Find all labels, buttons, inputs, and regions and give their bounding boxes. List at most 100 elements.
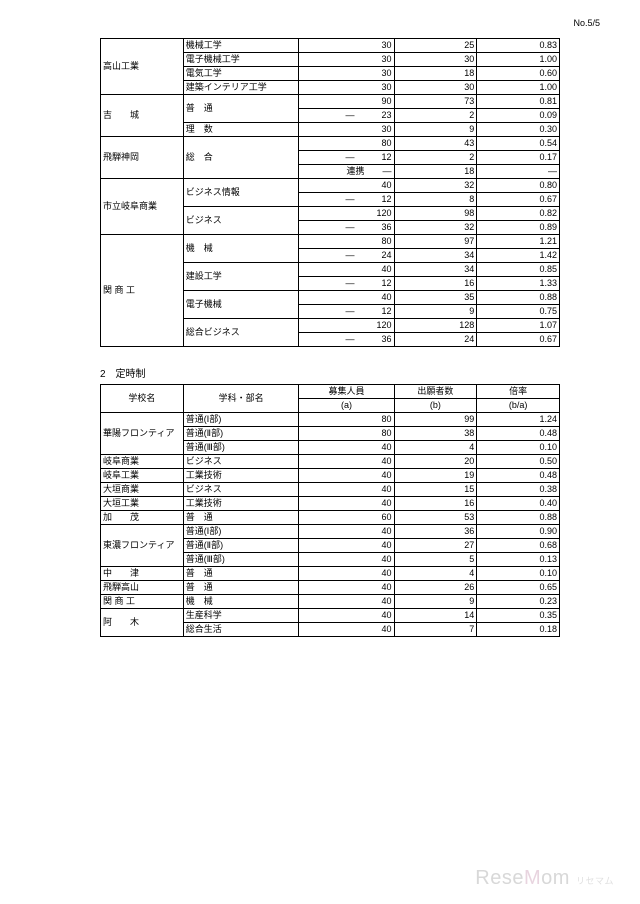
data-cell: 0.89 — [477, 221, 560, 235]
school-cell: 飛騨神岡 — [101, 137, 184, 179]
table-row: 岐阜商業ビジネス40200.50 — [101, 455, 560, 469]
data-cell: 0.75 — [477, 305, 560, 319]
school-cell: 飛騨高山 — [101, 581, 184, 595]
data-cell: ― 36 — [299, 221, 394, 235]
data-cell: 32 — [394, 221, 477, 235]
header-cell: 倍率 — [477, 385, 560, 399]
data-cell: 36 — [394, 525, 477, 539]
dept-cell: ビジネス — [183, 455, 299, 469]
data-cell: 40 — [299, 609, 394, 623]
school-cell: 大垣工業 — [101, 497, 184, 511]
school-cell: 岐阜工業 — [101, 469, 184, 483]
data-cell: 40 — [299, 497, 394, 511]
data-cell: 73 — [394, 95, 477, 109]
dept-cell: 機 械 — [183, 595, 299, 609]
data-cell: 0.88 — [477, 511, 560, 525]
data-cell: 0.83 — [477, 39, 560, 53]
dept-cell: 電子機械 — [183, 291, 299, 319]
data-cell: 0.18 — [477, 623, 560, 637]
data-cell: 0.68 — [477, 539, 560, 553]
data-cell: 1.00 — [477, 53, 560, 67]
table-row: 飛騨高山普 通40260.65 — [101, 581, 560, 595]
data-cell: 2 — [394, 109, 477, 123]
data-cell: 0.67 — [477, 333, 560, 347]
data-cell: 0.13 — [477, 553, 560, 567]
data-cell: 40 — [299, 539, 394, 553]
data-cell: 40 — [299, 553, 394, 567]
data-cell: 0.88 — [477, 291, 560, 305]
data-cell: 0.65 — [477, 581, 560, 595]
data-cell: 99 — [394, 413, 477, 427]
dept-cell: 建設工学 — [183, 263, 299, 291]
data-cell: 5 — [394, 553, 477, 567]
data-cell: 16 — [394, 277, 477, 291]
data-cell: 32 — [394, 179, 477, 193]
dept-cell: 普通(Ⅱ部) — [183, 539, 299, 553]
data-cell: 34 — [394, 263, 477, 277]
data-cell: ― 36 — [299, 333, 394, 347]
data-cell: 40 — [299, 595, 394, 609]
data-cell: ― 12 — [299, 151, 394, 165]
data-cell: 2 — [394, 151, 477, 165]
data-cell: 40 — [299, 179, 394, 193]
data-cell: 25 — [394, 39, 477, 53]
data-cell: ― — [477, 165, 560, 179]
data-cell: 1.00 — [477, 81, 560, 95]
data-cell: 14 — [394, 609, 477, 623]
table-row: 関 商 工機 械80971.21 — [101, 235, 560, 249]
data-cell: 15 — [394, 483, 477, 497]
header-cell: 募集人員 — [299, 385, 394, 399]
school-cell: 阿 木 — [101, 609, 184, 637]
data-cell: 80 — [299, 427, 394, 441]
dept-cell: 電子機械工学 — [183, 53, 299, 67]
dept-cell: 普通(Ⅰ部) — [183, 413, 299, 427]
data-cell: 40 — [299, 483, 394, 497]
data-cell: 80 — [299, 235, 394, 249]
data-cell: 18 — [394, 67, 477, 81]
dept-cell: 機械工学 — [183, 39, 299, 53]
data-cell: 30 — [299, 67, 394, 81]
data-cell: 18 — [394, 165, 477, 179]
dept-cell: 普 通 — [183, 581, 299, 595]
data-cell: 0.60 — [477, 67, 560, 81]
data-cell: 40 — [299, 469, 394, 483]
data-cell: 30 — [394, 53, 477, 67]
dept-cell: 建築インテリア工学 — [183, 81, 299, 95]
table-row: 阿 木生産科学40140.35 — [101, 609, 560, 623]
watermark-logo: ReseMom リセマム — [475, 867, 614, 890]
data-cell: 16 — [394, 497, 477, 511]
dept-cell: 工業技術 — [183, 469, 299, 483]
data-cell: 0.50 — [477, 455, 560, 469]
page-number: No.5/5 — [573, 18, 600, 28]
data-cell: 9 — [394, 305, 477, 319]
data-cell: 0.67 — [477, 193, 560, 207]
data-cell: 0.85 — [477, 263, 560, 277]
school-cell: 中 津 — [101, 567, 184, 581]
data-cell: 30 — [299, 123, 394, 137]
school-cell: 東濃フロンティア — [101, 525, 184, 567]
data-cell: 40 — [299, 525, 394, 539]
table-row: 関 商 工機 械4090.23 — [101, 595, 560, 609]
dept-cell: 理 数 — [183, 123, 299, 137]
data-cell: 19 — [394, 469, 477, 483]
table-row: 東濃フロンティア普通(Ⅰ部)40360.90 — [101, 525, 560, 539]
data-cell: 40 — [299, 567, 394, 581]
data-cell: 97 — [394, 235, 477, 249]
data-cell: 90 — [299, 95, 394, 109]
header-sub-cell: (b/a) — [477, 399, 560, 413]
section-2-label: 2 定時制 — [100, 365, 560, 380]
data-cell: 30 — [394, 81, 477, 95]
data-cell: 0.35 — [477, 609, 560, 623]
data-cell: 0.48 — [477, 469, 560, 483]
data-cell: 40 — [299, 581, 394, 595]
table-row: 大垣商業ビジネス40150.38 — [101, 483, 560, 497]
data-cell: ― 12 — [299, 193, 394, 207]
dept-cell: 普 通 — [183, 567, 299, 581]
data-cell: 80 — [299, 413, 394, 427]
data-cell: 80 — [299, 137, 394, 151]
data-cell: 0.80 — [477, 179, 560, 193]
school-cell: 吉 城 — [101, 95, 184, 137]
data-cell: 1.24 — [477, 413, 560, 427]
data-cell: 0.81 — [477, 95, 560, 109]
table-2: 学校名学科・部名募集人員出願者数倍率(a)(b)(b/a)華陽フロンティア普通(… — [100, 384, 560, 637]
